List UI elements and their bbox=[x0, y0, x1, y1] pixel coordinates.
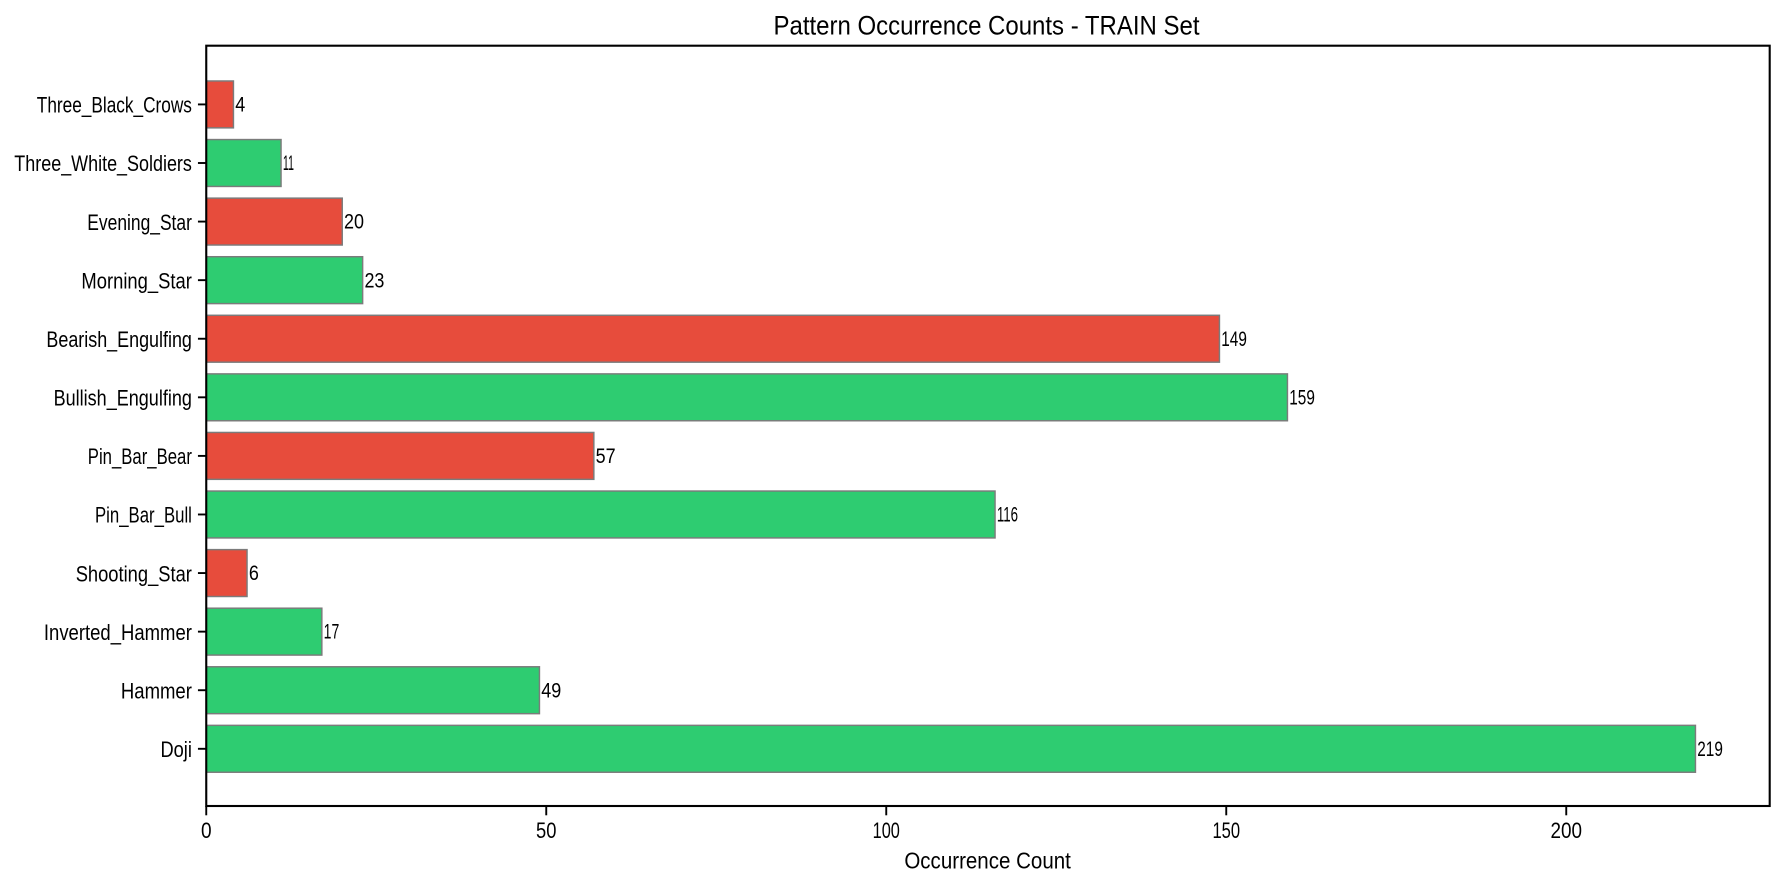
svg-text:0: 0 bbox=[201, 818, 212, 843]
svg-text:57: 57 bbox=[596, 444, 616, 468]
svg-text:100: 100 bbox=[873, 818, 900, 843]
svg-text:Bearish_Engulfing: Bearish_Engulfing bbox=[46, 327, 192, 352]
svg-text:20: 20 bbox=[344, 210, 364, 234]
svg-text:Pin_Bar_Bull: Pin_Bar_Bull bbox=[95, 503, 192, 528]
svg-text:150: 150 bbox=[1212, 818, 1240, 843]
svg-text:Morning_Star: Morning_Star bbox=[81, 268, 192, 293]
svg-text:219: 219 bbox=[1697, 737, 1723, 761]
svg-text:6: 6 bbox=[249, 561, 259, 585]
svg-text:Three_Black_Crows: Three_Black_Crows bbox=[37, 93, 192, 118]
svg-text:17: 17 bbox=[324, 620, 340, 644]
svg-text:Bullish_Engulfing: Bullish_Engulfing bbox=[54, 386, 192, 411]
svg-text:Shooting_Star: Shooting_Star bbox=[76, 561, 192, 586]
svg-text:Evening_Star: Evening_Star bbox=[87, 210, 192, 235]
svg-text:Occurrence Count: Occurrence Count bbox=[904, 847, 1071, 873]
svg-text:50: 50 bbox=[536, 818, 556, 843]
svg-text:Inverted_Hammer: Inverted_Hammer bbox=[44, 620, 192, 645]
svg-text:200: 200 bbox=[1551, 818, 1583, 843]
svg-text:159: 159 bbox=[1289, 385, 1315, 409]
svg-text:49: 49 bbox=[541, 678, 561, 702]
svg-text:Hammer: Hammer bbox=[121, 678, 192, 703]
svg-text:11: 11 bbox=[283, 151, 294, 175]
svg-text:23: 23 bbox=[364, 268, 384, 292]
svg-text:Doji: Doji bbox=[161, 737, 192, 762]
svg-text:4: 4 bbox=[235, 93, 245, 117]
svg-text:Pattern Occurrence Counts - TR: Pattern Occurrence Counts - TRAIN Set bbox=[774, 10, 1200, 40]
svg-text:Three_White_Soldiers: Three_White_Soldiers bbox=[14, 151, 192, 176]
svg-text:116: 116 bbox=[997, 503, 1018, 527]
svg-text:Pin_Bar_Bear: Pin_Bar_Bear bbox=[88, 444, 192, 469]
svg-text:149: 149 bbox=[1221, 327, 1247, 351]
